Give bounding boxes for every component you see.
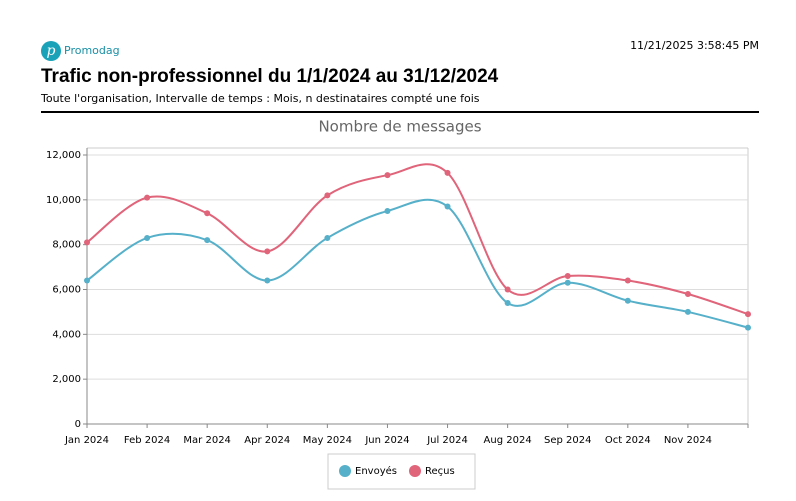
data-point: [384, 172, 391, 179]
logo-text: Promodag: [64, 44, 120, 57]
data-point: [264, 248, 271, 255]
x-tick-label: Feb 2024: [124, 435, 170, 446]
x-tick-label: Oct 2024: [605, 435, 651, 446]
data-point: [745, 324, 751, 331]
data-point: [204, 210, 211, 217]
logo-glyph: p: [47, 43, 56, 59]
data-point: [624, 297, 631, 304]
logo-icon: [41, 41, 61, 61]
legend-label: Reçus: [425, 466, 455, 477]
series-line: [86, 198, 749, 329]
y-tick-label: 6,000: [52, 285, 81, 296]
y-tick-label: 12,000: [46, 150, 81, 161]
data-point: [84, 277, 90, 284]
series-line: [86, 163, 749, 316]
y-tick-label: 10,000: [46, 195, 81, 206]
legend-label: Envoyés: [355, 465, 397, 477]
chart-title: Nombre de messages: [318, 118, 481, 136]
data-point: [504, 286, 511, 293]
data-point: [84, 239, 90, 246]
data-point: [144, 194, 151, 201]
data-point: [264, 277, 271, 284]
data-point: [624, 277, 631, 284]
x-tick-label: Nov 2024: [664, 435, 712, 446]
data-point: [204, 237, 211, 244]
legend: [327, 453, 476, 490]
y-tick-label: 0: [75, 419, 81, 430]
x-tick-label: May 2024: [303, 435, 352, 446]
y-tick-label: 8,000: [52, 240, 81, 251]
x-tick-label: Mar 2024: [183, 435, 231, 446]
x-tick-label: Jun 2024: [364, 435, 409, 446]
data-point: [324, 234, 331, 241]
data-point: [144, 234, 151, 241]
data-point: [324, 192, 331, 199]
timestamp: 11/21/2025 3:58:45 PM: [630, 39, 759, 52]
report-subtitle: Toute l'organisation, Intervalle de temp…: [40, 92, 480, 105]
data-point: [564, 273, 571, 280]
data-point: [684, 308, 691, 315]
data-point: [564, 279, 571, 286]
x-tick-label: Jan 2024: [64, 435, 109, 446]
legend-marker: [409, 465, 421, 477]
data-point: [384, 208, 391, 215]
data-point: [684, 290, 691, 297]
report-title: Trafic non-professionnel du 1/1/2024 au …: [41, 66, 499, 87]
x-tick-label: Apr 2024: [244, 435, 290, 446]
x-tick-label: Aug 2024: [484, 435, 532, 446]
legend-marker: [339, 465, 351, 477]
y-tick-label: 4,000: [52, 329, 81, 340]
data-point: [444, 169, 451, 176]
data-point: [745, 311, 751, 318]
x-tick-label: Sep 2024: [544, 435, 591, 446]
data-point: [504, 299, 511, 306]
data-point: [444, 203, 451, 210]
x-tick-label: Jul 2024: [426, 435, 468, 446]
y-tick-label: 2,000: [52, 374, 81, 385]
